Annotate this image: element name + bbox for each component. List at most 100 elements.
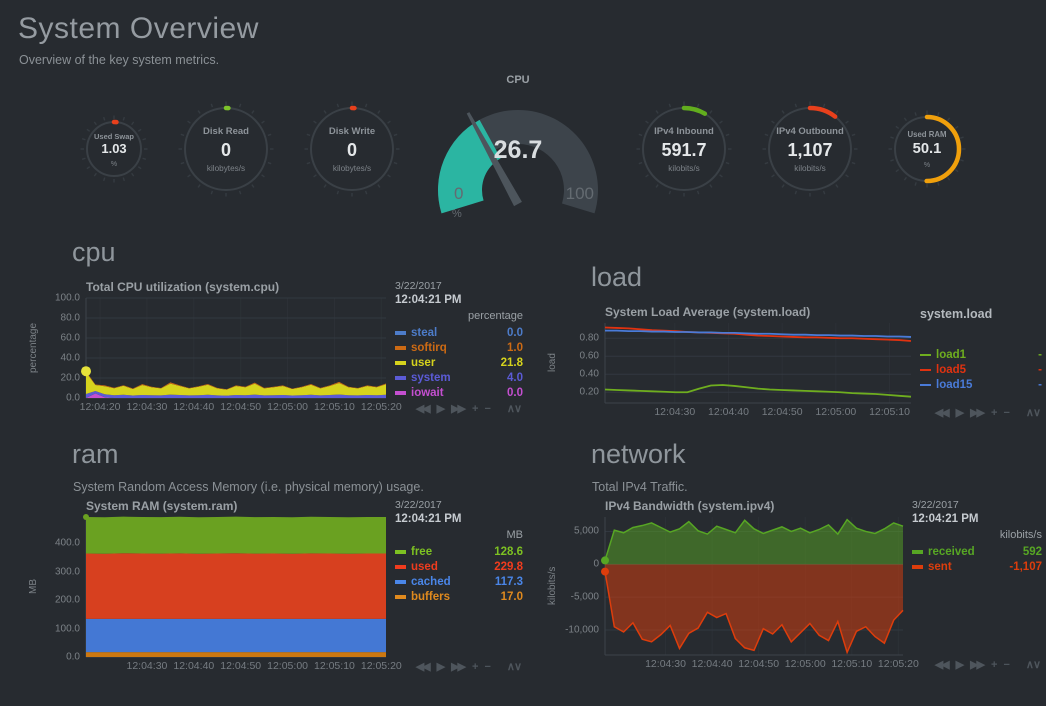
series-sent-fill [605,564,903,653]
legend-row-received[interactable]: received 592 [912,544,1042,559]
legend-value: 592 [1022,545,1042,558]
network-chart[interactable]: IPv4 Bandwidth (system.ipv4) kilobits/s 5,… [547,499,1044,673]
legend-swatch-softirq [395,345,406,350]
legend-value: 21.8 [500,356,523,369]
ram-chart[interactable]: System RAM (system.ram) MB 0.0 100.0 200.0 30… [28,499,525,675]
gauge-used-ram-title: Used RAM [907,129,947,139]
cpu-chart[interactable]: Total CPU utilization (system.cpu) percen… [28,280,525,417]
legend-swatch-sent [912,564,923,569]
toolbar-zoom-out-button[interactable]: − [484,402,491,415]
legend-row-buffers[interactable]: buffers 17.0 [395,589,523,604]
cpu-chart-title: Total CPU utilization (system.cpu) [86,280,280,294]
load-chart[interactable]: System Load Average (system.load) load 0.2… [547,305,1044,421]
toolbar-play-button[interactable]: ▶ [436,403,446,415]
gauge-disk-write-units: kilobytes/s [332,164,372,173]
toolbar-zoom-out-button[interactable]: − [1003,658,1010,671]
ytick-label: 0.20 [579,386,599,398]
series-free [86,516,386,554]
legend-row-load1[interactable]: load1 - [920,347,1042,362]
ytick-label: 0.80 [579,332,599,344]
gauge-ipv4-inbound-units: kilobits/s [668,164,700,173]
gauge-used-ram-value: 50.1 [912,141,942,158]
legend-row-steal[interactable]: steal 0.0 [395,325,523,340]
toolbar-zoom-out-button[interactable]: − [484,660,491,673]
toolbar-resize-button[interactable]: ∧∨ [506,661,522,673]
legend-row-used[interactable]: used 229.8 [395,559,523,574]
load-section-heading: load [591,262,643,292]
gauge-ipv4-outbound[interactable]: IPv4 Outbound 1,107 kilobits/s [760,99,860,199]
toolbar-play-button[interactable]: ▶ [955,407,965,419]
gauge-ipv4-outbound-units: kilobits/s [794,164,826,173]
cpu-gauge-value: 26.7 [493,136,543,164]
xtick-label: 12:04:20 [79,401,121,413]
ram-plot-area[interactable] [83,514,386,658]
selection-marker [601,556,609,565]
toolbar-forward-button[interactable]: ▶▶ [970,407,985,419]
toolbar-play-button[interactable]: ▶ [436,661,446,673]
cpu-gauge-units: % [452,208,462,220]
cpu-gauge-max: 100 [565,184,594,203]
series-buffers [86,652,386,657]
legend-row-user[interactable]: user 21.8 [395,355,523,370]
ram-chart-title: System RAM (system.ram) [86,499,238,513]
legend-time: 12:04:21 PM [395,513,462,525]
xtick-label: 12:04:50 [220,401,262,413]
xtick-label: 12:04:30 [654,406,696,418]
series-load15 [605,329,912,338]
toolbar-backward-button[interactable]: ◀◀ [934,407,950,419]
series-received [604,518,904,561]
series-system [86,391,386,398]
network-plot-area[interactable] [601,517,904,656]
series-received-fill [605,519,903,565]
gauge-used-ram[interactable]: Used RAM 50.1% [886,108,968,190]
legend-name: user [411,356,436,369]
toolbar-forward-button[interactable]: ▶▶ [451,661,466,673]
toolbar-forward-button[interactable]: ▶▶ [451,403,466,415]
gauge-disk-write[interactable]: Disk Write 0 kilobytes/s [302,99,402,199]
toolbar-zoom-in-button[interactable]: + [991,658,998,671]
legend-name: sent [928,560,952,573]
ytick-label: 80.0 [60,312,80,324]
xtick-label: 12:05:10 [314,660,355,672]
gauge-used-ram-dial [888,110,966,188]
toolbar-zoom-in-button[interactable]: + [991,406,998,419]
legend-row-cached[interactable]: cached 117.3 [395,574,523,589]
ytick-label: 20.0 [60,372,80,384]
toolbar-zoom-out-button[interactable]: − [1003,406,1010,419]
legend-row-sent[interactable]: sent -1,107 [912,559,1042,574]
load-chart-title: System Load Average (system.load) [605,305,811,319]
toolbar-resize-button[interactable]: ∧∨ [506,403,522,415]
series-cached [86,618,386,653]
gauge-ipv4-inbound[interactable]: IPv4 Inbound 591.7 kilobits/s [634,99,734,199]
gauge-disk-read[interactable]: Disk Read 0 kilobytes/s [176,99,276,199]
load-plot-area[interactable] [604,323,912,404]
legend-row-softirq[interactable]: softirq 1.0 [395,340,523,355]
toolbar-backward-button[interactable]: ◀◀ [934,659,950,671]
legend-date: 3/22/2017 [395,280,442,292]
toolbar-forward-button[interactable]: ▶▶ [970,659,985,671]
toolbar-backward-button[interactable]: ◀◀ [415,661,431,673]
legend-name: buffers [411,590,450,603]
legend-row-system[interactable]: system 4.0 [395,370,523,385]
ram-section-heading: ram [72,439,119,469]
legend-row-iowait[interactable]: iowait 0.0 [395,385,523,400]
network-yaxis-ticks: 5,000 0 -5,000 -10,000 [563,517,605,655]
toolbar-backward-button[interactable]: ◀◀ [415,403,431,415]
cpu-gauge[interactable]: CPU 26.7 0 100 % [428,74,608,224]
legend-units-header: kilobits/s [999,529,1042,541]
legend-row-free[interactable]: free 128.6 [395,544,523,559]
toolbar-resize-button[interactable]: ∧∨ [1025,407,1041,419]
gauge-used-swap[interactable]: Used Swap 1.03% [78,113,150,185]
legend-row-load15[interactable]: load15 - [920,377,1042,392]
toolbar-zoom-in-button[interactable]: + [472,660,479,673]
toolbar-play-button[interactable]: ▶ [955,659,965,671]
cpu-plot-area[interactable] [81,297,386,399]
cpu-gauge-title: CPU [506,74,530,86]
legend-row-load5[interactable]: load5 - [920,362,1042,377]
legend-name: softirq [411,341,447,354]
toolbar-resize-button[interactable]: ∧∨ [1025,659,1041,671]
legend-name: load1 [936,348,967,361]
ytick-label: 0.60 [579,350,599,362]
toolbar-zoom-in-button[interactable]: + [472,402,479,415]
xtick-label: 12:05:20 [360,660,402,672]
